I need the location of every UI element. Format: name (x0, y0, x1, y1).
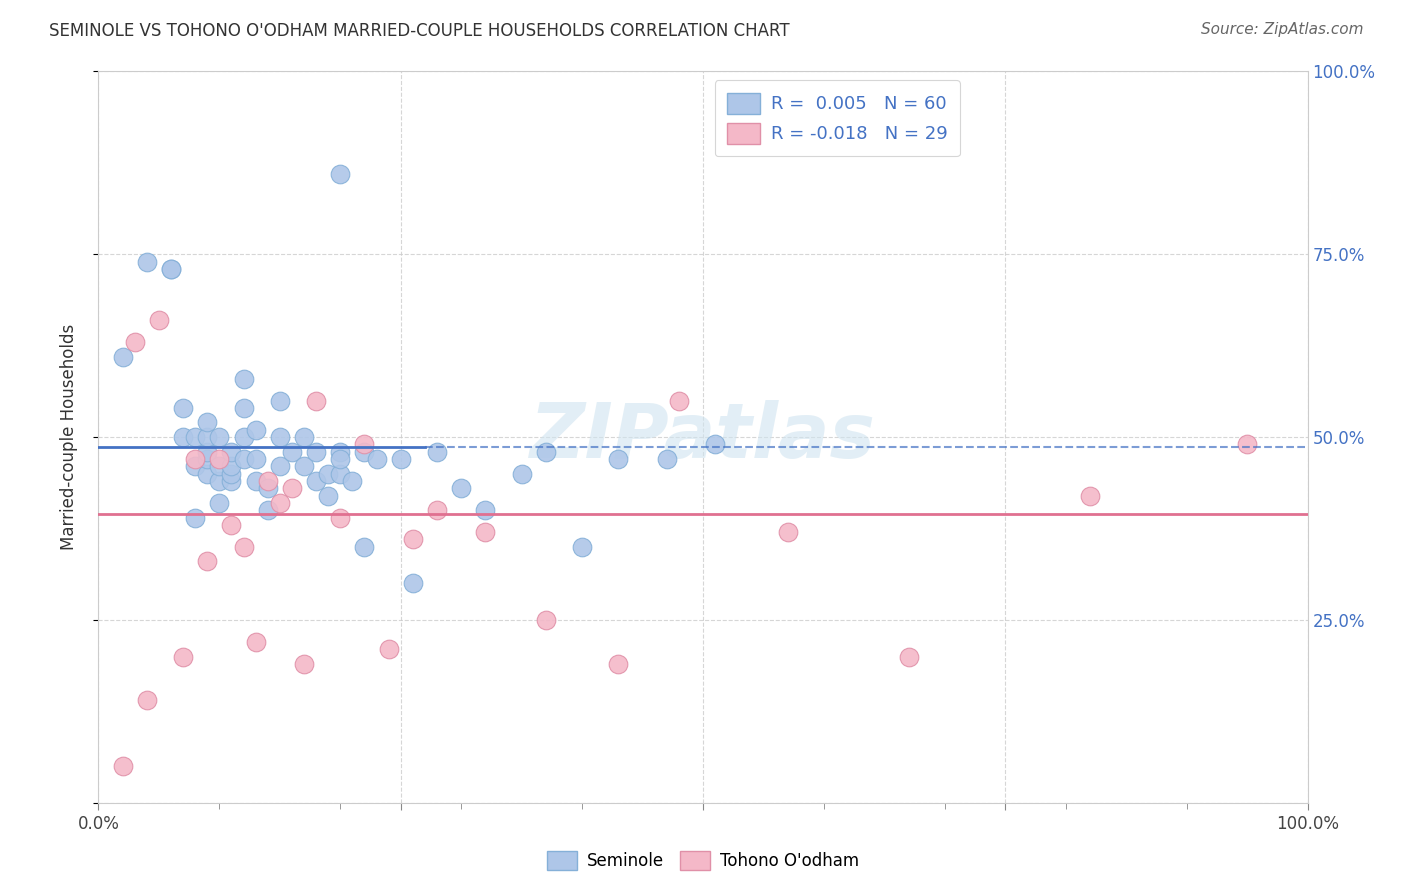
Point (256, 503, 278, 517)
Point (305, 474, 328, 488)
Point (377, 642, 399, 657)
Point (160, 261, 183, 276)
Point (160, 261, 183, 276)
Point (292, 459, 315, 474)
Point (655, 452, 678, 467)
Point (232, 401, 254, 415)
Point (195, 452, 218, 467)
Point (305, 444, 328, 458)
Point (607, 452, 630, 467)
Point (353, 540, 375, 554)
Point (172, 430, 194, 444)
Point (195, 554, 218, 568)
Point (221, 444, 243, 458)
Point (305, 393, 328, 408)
Point (221, 459, 243, 474)
Point (245, 423, 267, 437)
Point (571, 540, 593, 554)
Point (389, 452, 412, 467)
Point (208, 430, 231, 444)
Point (402, 576, 425, 591)
Point (450, 481, 472, 495)
Point (245, 474, 267, 488)
Point (366, 452, 388, 467)
Point (269, 459, 291, 474)
Point (402, 533, 425, 547)
Point (256, 481, 278, 495)
Point (329, 452, 352, 467)
Point (256, 474, 278, 488)
Point (316, 489, 339, 503)
Point (135, 254, 157, 268)
Point (184, 459, 207, 474)
Point (329, 444, 352, 458)
Point (208, 459, 231, 474)
Point (195, 430, 218, 444)
Point (329, 510, 352, 524)
Point (232, 540, 254, 554)
Point (281, 481, 304, 495)
Point (269, 393, 291, 408)
Point (184, 452, 207, 467)
Point (292, 657, 315, 671)
Text: SEMINOLE VS TOHONO O'ODHAM MARRIED-COUPLE HOUSEHOLDS CORRELATION CHART: SEMINOLE VS TOHONO O'ODHAM MARRIED-COUPL… (49, 22, 790, 40)
Point (245, 452, 267, 467)
Point (281, 444, 304, 458)
Point (607, 657, 630, 671)
Point (232, 430, 254, 444)
Point (124, 334, 146, 349)
Point (426, 503, 449, 517)
Point (195, 444, 218, 458)
Point (184, 510, 207, 524)
Point (329, 167, 352, 181)
Point (232, 371, 254, 385)
Point (172, 649, 194, 664)
Point (232, 452, 254, 467)
Point (195, 416, 218, 430)
Point (534, 444, 557, 458)
Point (342, 474, 364, 488)
Point (245, 635, 267, 649)
Point (534, 613, 557, 627)
Point (776, 525, 799, 540)
Point (510, 467, 533, 481)
Point (208, 496, 231, 510)
Point (221, 517, 243, 532)
Point (184, 430, 207, 444)
Y-axis label: Married-couple Households: Married-couple Households (59, 324, 77, 550)
Point (474, 503, 496, 517)
Point (208, 452, 231, 467)
Point (353, 444, 375, 458)
Point (353, 437, 375, 451)
Point (668, 393, 690, 408)
Point (221, 467, 243, 481)
Point (704, 437, 727, 451)
Point (474, 525, 496, 540)
Point (329, 467, 352, 481)
Point (135, 693, 157, 707)
Point (897, 649, 920, 664)
Point (316, 467, 339, 481)
Point (148, 313, 170, 327)
Point (111, 350, 134, 364)
Legend: Seminole, Tohono O'odham: Seminole, Tohono O'odham (538, 843, 868, 879)
Point (208, 474, 231, 488)
Point (292, 430, 315, 444)
Point (172, 401, 194, 415)
Point (221, 474, 243, 488)
Point (1236, 437, 1258, 451)
Point (269, 430, 291, 444)
Point (111, 759, 134, 773)
Point (426, 444, 449, 458)
Point (1078, 489, 1101, 503)
Point (195, 467, 218, 481)
Text: Source: ZipAtlas.com: Source: ZipAtlas.com (1201, 22, 1364, 37)
Text: ZIPatlas: ZIPatlas (530, 401, 876, 474)
Point (269, 496, 291, 510)
